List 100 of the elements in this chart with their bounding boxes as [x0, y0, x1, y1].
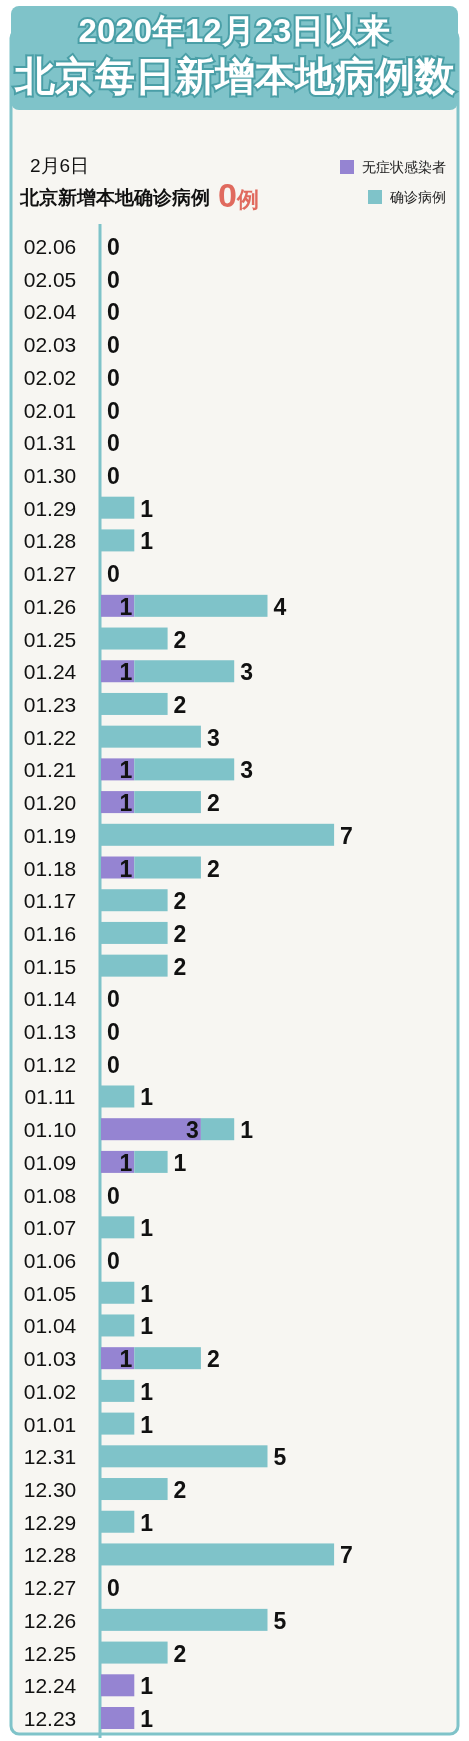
text: 2月6日 — [30, 155, 90, 176]
data-label: 1 — [140, 1215, 154, 1242]
y-tick-label: 12.27 — [23, 1576, 77, 1600]
y-tick-label: 12.25 — [23, 1641, 77, 1665]
bar — [101, 1118, 201, 1141]
y-tick-label: 01.21 — [23, 758, 77, 782]
y-tick-label: 01.18 — [23, 856, 77, 880]
data-label: 5 — [273, 1444, 287, 1471]
data-label: 1 — [140, 1509, 154, 1536]
y-tick-label: 01.29 — [23, 496, 77, 520]
bar — [134, 758, 235, 781]
y-tick-label: 01.03 — [23, 1347, 77, 1371]
bar — [101, 1707, 135, 1729]
data-label: 0 — [107, 234, 120, 260]
data-label: 0 — [107, 986, 120, 1013]
data-label: 1 — [140, 495, 154, 522]
y-tick-label: 02.03 — [23, 333, 77, 357]
y-tick-label: 12.30 — [23, 1478, 77, 1502]
bar — [134, 1150, 168, 1173]
y-tick-label: 02.01 — [23, 398, 77, 422]
data-label: 0 — [107, 1051, 120, 1078]
data-label: 0 — [107, 332, 120, 359]
y-tick-label: 01.06 — [23, 1249, 77, 1273]
bar — [101, 1674, 135, 1697]
y-tick-label: 01.28 — [23, 529, 77, 553]
data-label: 2 — [206, 855, 220, 882]
y-tick-label: 01.23 — [23, 692, 77, 716]
data-label: 2 — [206, 1346, 220, 1373]
data-label: 0 — [107, 1248, 120, 1275]
data-label: 2 — [173, 626, 187, 653]
data-label: 0 — [107, 462, 120, 489]
data-label: 3 — [240, 659, 253, 686]
y-tick-label: 01.17 — [23, 889, 77, 913]
y-tick-label: 01.16 — [23, 921, 77, 945]
data-label: 1 — [140, 1084, 154, 1111]
data-label: 7 — [340, 1542, 353, 1569]
data-label: 7 — [340, 822, 353, 849]
data-label: 2 — [173, 953, 187, 980]
chart-title: 2020年12月23日以来 — [78, 12, 391, 49]
y-tick-label: 01.09 — [23, 1150, 77, 1174]
y-tick-label: 01.02 — [23, 1379, 77, 1403]
y-tick-label: 01.24 — [23, 660, 77, 684]
y-tick-label: 01.31 — [23, 431, 77, 455]
data-label: 1 — [140, 1313, 154, 1340]
data-label: 2 — [173, 1640, 187, 1667]
data-label: 1 — [140, 1378, 154, 1405]
data-label: 1 — [119, 659, 133, 686]
y-tick-label: 02.04 — [23, 300, 77, 324]
data-label: 0 — [107, 299, 120, 326]
data-label: 3 — [186, 1117, 199, 1144]
y-tick-label: 02.05 — [23, 267, 77, 291]
data-label: 0 — [107, 364, 120, 391]
y-tick-label: 01.13 — [23, 1020, 77, 1044]
data-label: 0 — [107, 430, 120, 457]
data-label: 0 — [107, 1182, 120, 1209]
data-label: 1 — [119, 1149, 133, 1176]
y-tick-label: 12.24 — [23, 1674, 77, 1698]
y-tick-label: 01.30 — [23, 463, 77, 487]
bar — [134, 856, 201, 879]
data-label: 1 — [119, 790, 133, 817]
data-label: 2 — [173, 888, 187, 915]
y-tick-label: 01.14 — [23, 987, 77, 1011]
y-tick-label: 01.15 — [23, 954, 77, 978]
y-tick-label: 01.27 — [23, 562, 77, 586]
data-label: 1 — [119, 1346, 133, 1373]
data-label: 0 — [107, 561, 120, 588]
bar — [134, 791, 201, 814]
data-label: 0 — [107, 1575, 120, 1602]
y-tick-label: 12.23 — [23, 1707, 77, 1730]
data-label: 1 — [119, 855, 133, 882]
data-label: 1 — [140, 1280, 154, 1307]
data-label: 2 — [173, 691, 187, 718]
chart-subtitle: 北京每日新增本地病例数 — [13, 54, 456, 98]
y-tick-label: 01.04 — [23, 1314, 77, 1338]
data-label: 1 — [240, 1117, 254, 1144]
y-tick-label: 01.19 — [23, 823, 77, 847]
data-label: 1 — [173, 1149, 187, 1176]
y-tick-label: 01.22 — [23, 725, 77, 749]
y-tick-label: 02.02 — [23, 365, 77, 389]
data-label: 3 — [240, 757, 253, 784]
y-tick-label: 12.31 — [23, 1445, 77, 1469]
y-tick-label: 01.26 — [23, 594, 77, 618]
y-tick-label: 01.07 — [23, 1216, 77, 1240]
y-tick-label: 01.10 — [23, 1118, 77, 1142]
y-tick-label: 12.28 — [23, 1543, 77, 1567]
y-tick-label: 01.25 — [23, 627, 77, 651]
text: 0例 — [218, 176, 259, 214]
data-label: 2 — [206, 790, 220, 817]
data-label: 0 — [107, 397, 120, 424]
legend-label: 确诊病例 — [389, 189, 446, 205]
data-label: 1 — [140, 528, 154, 555]
data-label: 1 — [140, 1673, 154, 1700]
y-tick-label: 01.11 — [24, 1085, 76, 1109]
data-label: 1 — [140, 1411, 154, 1438]
data-label: 3 — [206, 724, 220, 751]
y-tick-label: 01.05 — [23, 1281, 77, 1305]
data-label: 1 — [119, 593, 133, 620]
bar — [200, 1118, 235, 1141]
data-label: 0 — [107, 1019, 120, 1046]
bar — [134, 660, 235, 683]
